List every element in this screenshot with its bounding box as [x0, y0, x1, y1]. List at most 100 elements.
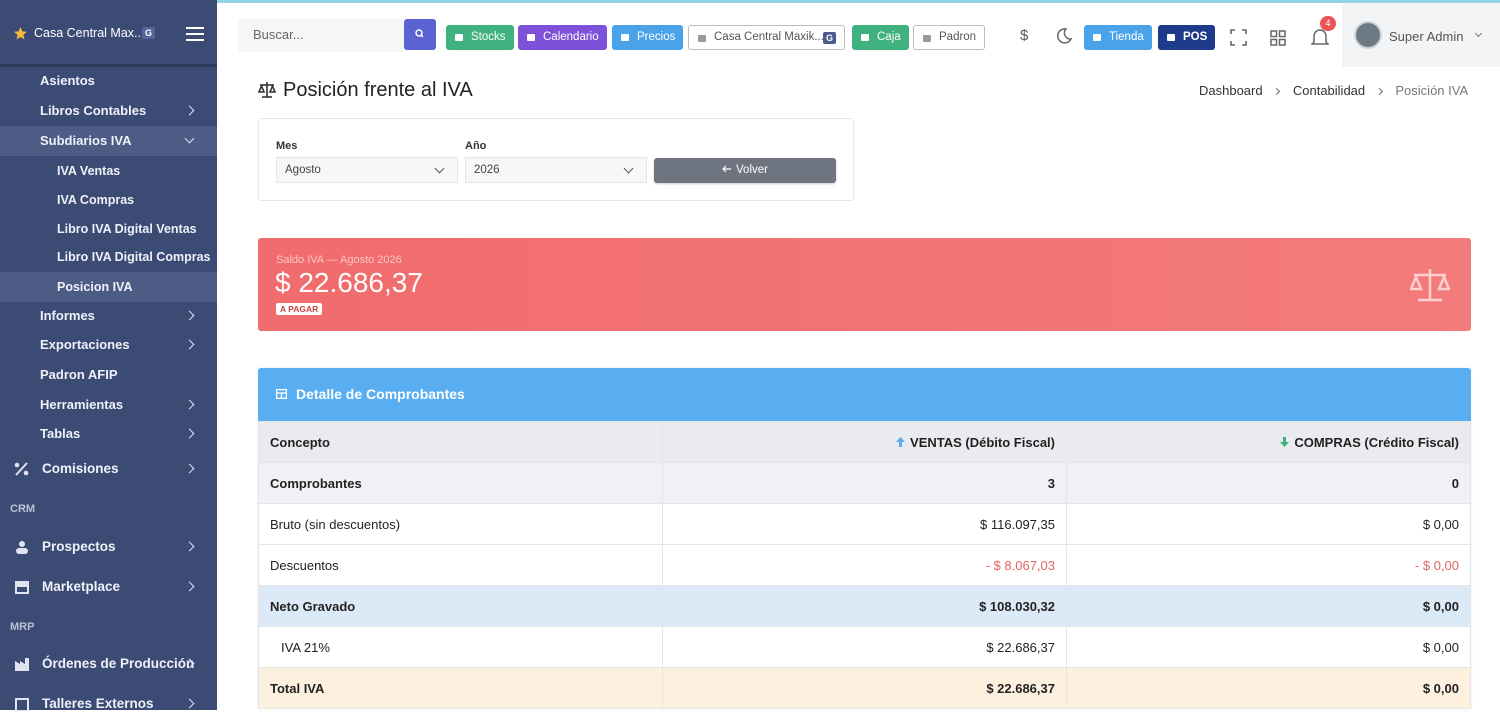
cell-value: $ 22.686,37	[662, 626, 1067, 668]
select-value: Agosto	[285, 164, 321, 176]
calendar-button[interactable]: Calendario	[518, 25, 607, 50]
menu-item[interactable]: Subdiarios IVA	[0, 126, 217, 156]
button-label: Stocks	[471, 31, 506, 43]
column-header: COMPRAS (Crédito Fiscal)	[1066, 421, 1471, 463]
star-icon	[14, 27, 27, 40]
year-select[interactable]: 2026	[465, 157, 647, 183]
menu-item[interactable]: Tablas	[0, 419, 217, 449]
detail-header: Detalle de Comprobantes	[258, 368, 1471, 421]
breadcrumb: Dashboard Contabilidad Posición IVA	[1199, 83, 1468, 98]
notifications-icon[interactable]	[1311, 28, 1329, 47]
menu-item[interactable]: Libros Contables	[0, 96, 217, 126]
button-label: Precios	[637, 31, 676, 43]
menu-item[interactable]: Talleres Externos	[0, 689, 217, 719]
submenu-item[interactable]: IVA Ventas	[57, 164, 121, 178]
brand-name[interactable]: Casa Central Max...	[34, 26, 145, 40]
submenu-item[interactable]: IVA Compras	[57, 193, 135, 207]
table-row: Comprobantes 3 0	[258, 462, 1471, 504]
store-button[interactable]: Tienda	[1084, 25, 1152, 50]
row-label: Neto Gravado	[258, 585, 663, 627]
user-menu[interactable]: Super Admin	[1342, 3, 1500, 67]
user-caret	[1474, 29, 1483, 38]
search-icon	[415, 29, 424, 38]
table-row: Bruto (sin descuentos) $ 116.097,35 $ 0,00	[258, 503, 1471, 545]
breadcrumb-link[interactable]: Dashboard	[1199, 83, 1263, 98]
users-icon	[16, 541, 28, 554]
row-label: Descuentos	[258, 544, 663, 586]
breadcrumb-separator	[1273, 87, 1281, 96]
menu-item[interactable]: Comisiones	[0, 454, 217, 484]
button-label: Tienda	[1109, 31, 1144, 43]
menu-label: Talleres Externos	[42, 696, 154, 711]
branch-select[interactable]: Casa Central Maxik... G	[688, 25, 845, 50]
submenu-item[interactable]: Posicion IVA	[0, 272, 217, 302]
year-label: Año	[465, 140, 487, 152]
detail-card: Detalle de Comprobantes Concepto VENTAS …	[258, 368, 1471, 710]
stocks-button[interactable]: Stocks	[446, 25, 514, 50]
submenu-item[interactable]: Libro IVA Digital Ventas	[57, 222, 197, 236]
branch-name: Casa Central Maxik...	[714, 31, 824, 43]
table-row: Descuentos - $ 8.067,03- $ 0,00	[258, 544, 1471, 586]
menu-item[interactable]: Asientos	[40, 73, 95, 88]
menu-label: Herramientas	[40, 397, 124, 412]
table-row: Neto Gravado $ 108.030,32 $ 0,00	[258, 585, 1471, 627]
menu-item[interactable]: Prospectos	[0, 532, 217, 562]
submenu-item[interactable]: Libro IVA Digital Compras	[57, 250, 211, 264]
cell-value: $ 0,00	[1066, 626, 1471, 668]
pos-button[interactable]: POS	[1158, 25, 1216, 50]
back-button[interactable]: Volver	[654, 158, 836, 183]
table-row: IVA 21% $ 22.686,37 $ 0,00	[258, 626, 1471, 668]
month-label: Mes	[276, 140, 298, 152]
search-input[interactable]: Buscar...	[238, 18, 404, 52]
select-value: 2026	[474, 164, 500, 176]
page-title: Posición frente al IVA	[283, 79, 473, 101]
cash-button[interactable]: Caja	[852, 25, 909, 50]
search-button[interactable]	[404, 19, 436, 50]
cell-value: $ 0,00	[1066, 585, 1471, 627]
section-title: MRP	[10, 621, 35, 633]
menu-label: Órdenes de Producción	[42, 656, 195, 671]
cell-value: $ 22.686,37	[662, 667, 1067, 709]
cell-value: - $ 0,00	[1066, 544, 1471, 586]
fullscreen-icon[interactable]	[1230, 29, 1247, 46]
menu-item[interactable]: Exportaciones	[0, 330, 217, 360]
brand-badge: G	[142, 27, 156, 39]
percent-icon	[14, 462, 29, 476]
back-arrow	[722, 165, 732, 173]
menu-item[interactable]: Herramientas	[0, 390, 217, 420]
avatar	[1354, 21, 1382, 49]
prices-button[interactable]: Precios	[612, 25, 684, 50]
store-icon	[15, 581, 29, 594]
column-header: VENTAS (Débito Fiscal)	[662, 421, 1067, 463]
button-label: Caja	[877, 31, 901, 43]
button-label: Volver	[736, 164, 768, 176]
menu-label: Prospectos	[42, 539, 116, 554]
row-label: IVA 21%	[258, 626, 663, 668]
sidebar: Casa Central Max... G Asientos Libros Co…	[0, 0, 217, 711]
table-body: Comprobantes 3 0 Bruto (sin descuentos) $ 11…	[258, 462, 1471, 709]
scale-icon	[258, 82, 276, 98]
menu-toggle[interactable]	[186, 27, 204, 41]
currency-icon[interactable]: $	[1020, 27, 1029, 44]
building-icon	[15, 698, 29, 711]
padron-button[interactable]: Padron	[913, 25, 986, 50]
menu-item[interactable]: Informes	[0, 301, 217, 331]
cell-value: - $ 8.067,03	[662, 544, 1067, 586]
month-select[interactable]: Agosto	[276, 157, 458, 183]
menu-item[interactable]: Marketplace	[0, 572, 217, 602]
column-title: VENTAS (Débito Fiscal)	[910, 434, 1055, 450]
down-arrow	[1280, 436, 1290, 447]
table-row: Total IVA $ 22.686,37 $ 0,00	[258, 667, 1471, 709]
apps-icon[interactable]	[1270, 30, 1286, 46]
button-label: Calendario	[543, 31, 599, 43]
cell-value: $ 108.030,32	[662, 585, 1067, 627]
menu-item[interactable]: Padron AFIP	[40, 367, 118, 382]
dark-mode-toggle[interactable]	[1055, 27, 1073, 45]
menu-label: Tablas	[40, 426, 81, 441]
menu-item[interactable]: Órdenes de Producción	[0, 649, 217, 679]
menu-label: Informes	[40, 308, 95, 323]
breadcrumb-link[interactable]: Contabilidad	[1292, 83, 1366, 98]
topbar: Buscar... Stocks Calendario Precios Casa…	[217, 0, 1500, 67]
detail-title: Detalle de Comprobantes	[296, 386, 465, 402]
